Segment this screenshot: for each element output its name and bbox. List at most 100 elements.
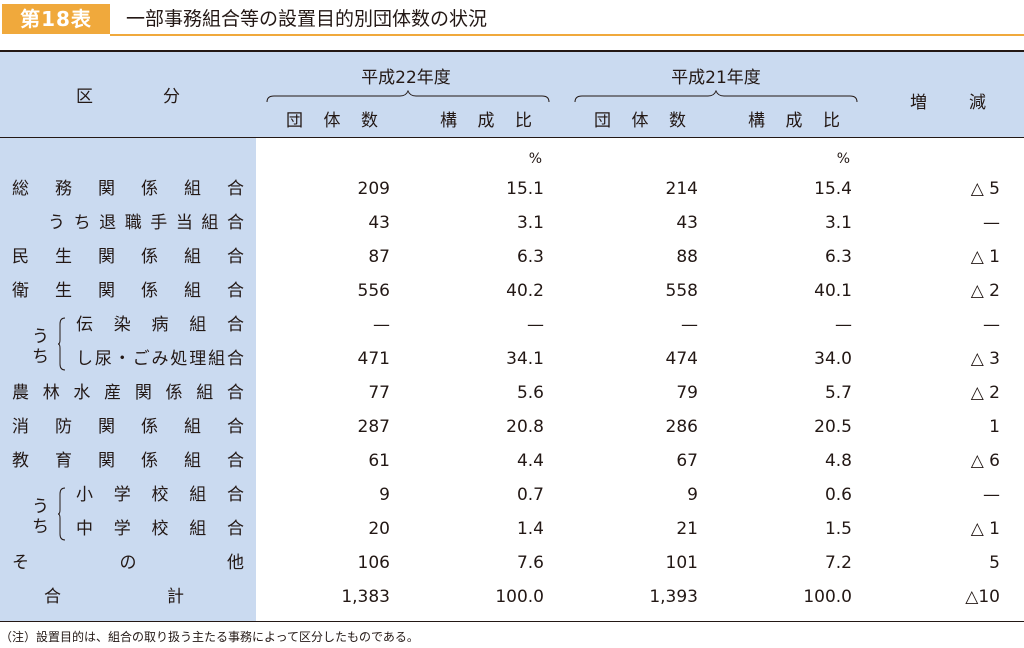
row-label-char: 職	[124, 213, 142, 233]
header-year21: 平成21年度	[671, 68, 761, 88]
row-label-char: 組	[184, 417, 201, 437]
sub-marker-u: う	[32, 327, 49, 347]
ratio-21-cell: 0.6	[824, 485, 852, 505]
row-label-char: 組	[184, 179, 201, 199]
row-label-char: 生	[55, 281, 72, 301]
row-label-char: 組	[201, 213, 219, 233]
row-label: 民生関係組合	[12, 240, 244, 274]
count-22-cell: 43	[368, 213, 390, 233]
row-label-char: ご	[132, 349, 150, 369]
row-label-char: 係	[165, 383, 183, 403]
sub-group-brace	[58, 487, 66, 541]
row-label-char: 衛	[12, 281, 29, 301]
row-label-char: 病	[151, 315, 169, 335]
percent-unit-21: %	[836, 151, 850, 167]
row-label-char: 関	[134, 383, 152, 403]
change-cell: 1	[989, 417, 1000, 437]
ratio-22-cell: 40.2	[506, 281, 544, 301]
row-label-char: 組	[189, 315, 207, 335]
row-label-char: 組	[196, 383, 214, 403]
row-label-char: 理	[189, 349, 207, 369]
ratio-22-cell: —	[527, 315, 544, 335]
ratio-22-cell: 5.6	[516, 383, 544, 403]
header-year22-brace	[266, 90, 550, 103]
row-label-char: 合	[226, 383, 244, 403]
row-label-char: 消	[12, 417, 29, 437]
ratio-21-cell: 34.0	[814, 349, 852, 369]
row-label-char: 係	[141, 179, 158, 199]
row-label-char: 合	[227, 349, 244, 369]
count-22-cell: 87	[368, 247, 390, 267]
row-label-char: 合	[227, 179, 244, 199]
row-label-char: 組	[189, 519, 207, 539]
table-bottom-rule	[0, 621, 1024, 622]
header-char: 数	[361, 111, 378, 131]
sub-group-brace	[58, 317, 66, 371]
row-label-char: 小	[76, 485, 93, 505]
header-char: 比	[515, 111, 532, 131]
ratio-21-cell: 4.8	[824, 451, 852, 471]
title-bar: 第18表 一部事務組合等の設置目的別団体数の状況	[0, 0, 1024, 38]
count-21-cell: 88	[676, 247, 698, 267]
sub-marker-u: う	[32, 497, 49, 517]
row-label-char: 合	[227, 247, 244, 267]
header-char: 比	[823, 111, 840, 131]
row-label-char: 学	[113, 519, 131, 539]
header-char: 体	[323, 111, 341, 131]
row-label: うち退職手当組合	[48, 206, 244, 240]
count-21-cell: 558	[665, 281, 698, 301]
count-22-cell: 1,383	[341, 587, 390, 607]
header-char: 団	[286, 111, 303, 131]
row-label-char: 防	[55, 417, 72, 437]
row-label-char: 合	[226, 213, 244, 233]
row-label-char: 中	[76, 519, 93, 539]
row-label-char: み	[151, 349, 169, 369]
sub-marker-chi: ち	[32, 347, 49, 367]
row-label-char: 合	[227, 451, 244, 471]
ratio-21-cell: 7.2	[824, 553, 852, 573]
change-cell: △10	[965, 587, 1000, 607]
row-label: 合計	[44, 580, 184, 614]
count-21-cell: 474	[665, 349, 698, 369]
row-label-char: 関	[98, 247, 115, 267]
row-label-char: そ	[12, 553, 29, 573]
count-21-cell: 79	[676, 383, 698, 403]
header-year22: 平成22年度	[361, 68, 451, 88]
change-cell: △ 5	[970, 179, 1000, 199]
row-label-char: 関	[98, 417, 115, 437]
row-label-char: 合	[227, 281, 244, 301]
row-label-char: 学	[113, 485, 131, 505]
row-label-char: 関	[98, 179, 115, 199]
header-category-char: 区	[76, 87, 93, 107]
count-22-cell: 9	[379, 485, 390, 505]
table-top-rule	[0, 50, 1024, 52]
ratio-21-cell: 40.1	[814, 281, 852, 301]
ratio-22-cell: 15.1	[506, 179, 544, 199]
row-label-char: 総	[12, 179, 29, 199]
row-label-char: 染	[113, 315, 131, 335]
change-cell: 5	[989, 553, 1000, 573]
row-label-char: 校	[151, 485, 169, 505]
row-label: 伝染病組合	[76, 308, 244, 342]
row-label-char: 務	[55, 179, 72, 199]
row-label-char: 農	[12, 383, 29, 403]
row-label-char: 組	[208, 349, 226, 369]
percent-unit-22: %	[528, 151, 542, 167]
row-label-char: 伝	[76, 315, 93, 335]
header-char: 構	[440, 111, 457, 131]
header-char: 成	[477, 111, 495, 131]
change-cell: △ 1	[970, 519, 1000, 539]
ratio-22-cell: 100.0	[495, 587, 544, 607]
count-22-cell: 287	[357, 417, 390, 437]
count-21-cell: 286	[665, 417, 698, 437]
header-count-22: 団 体 数	[286, 106, 378, 131]
header-count-21: 団 体 数	[594, 106, 686, 131]
change-cell: △ 2	[970, 281, 1000, 301]
row-label-char: 組	[184, 281, 201, 301]
row-label-char: 林	[42, 383, 60, 403]
header-category-char: 分	[163, 87, 180, 107]
ratio-22-cell: 3.1	[516, 213, 544, 233]
row-label-char: 合	[227, 485, 244, 505]
row-label-char: 処	[170, 349, 188, 369]
change-cell: △ 6	[970, 451, 1000, 471]
